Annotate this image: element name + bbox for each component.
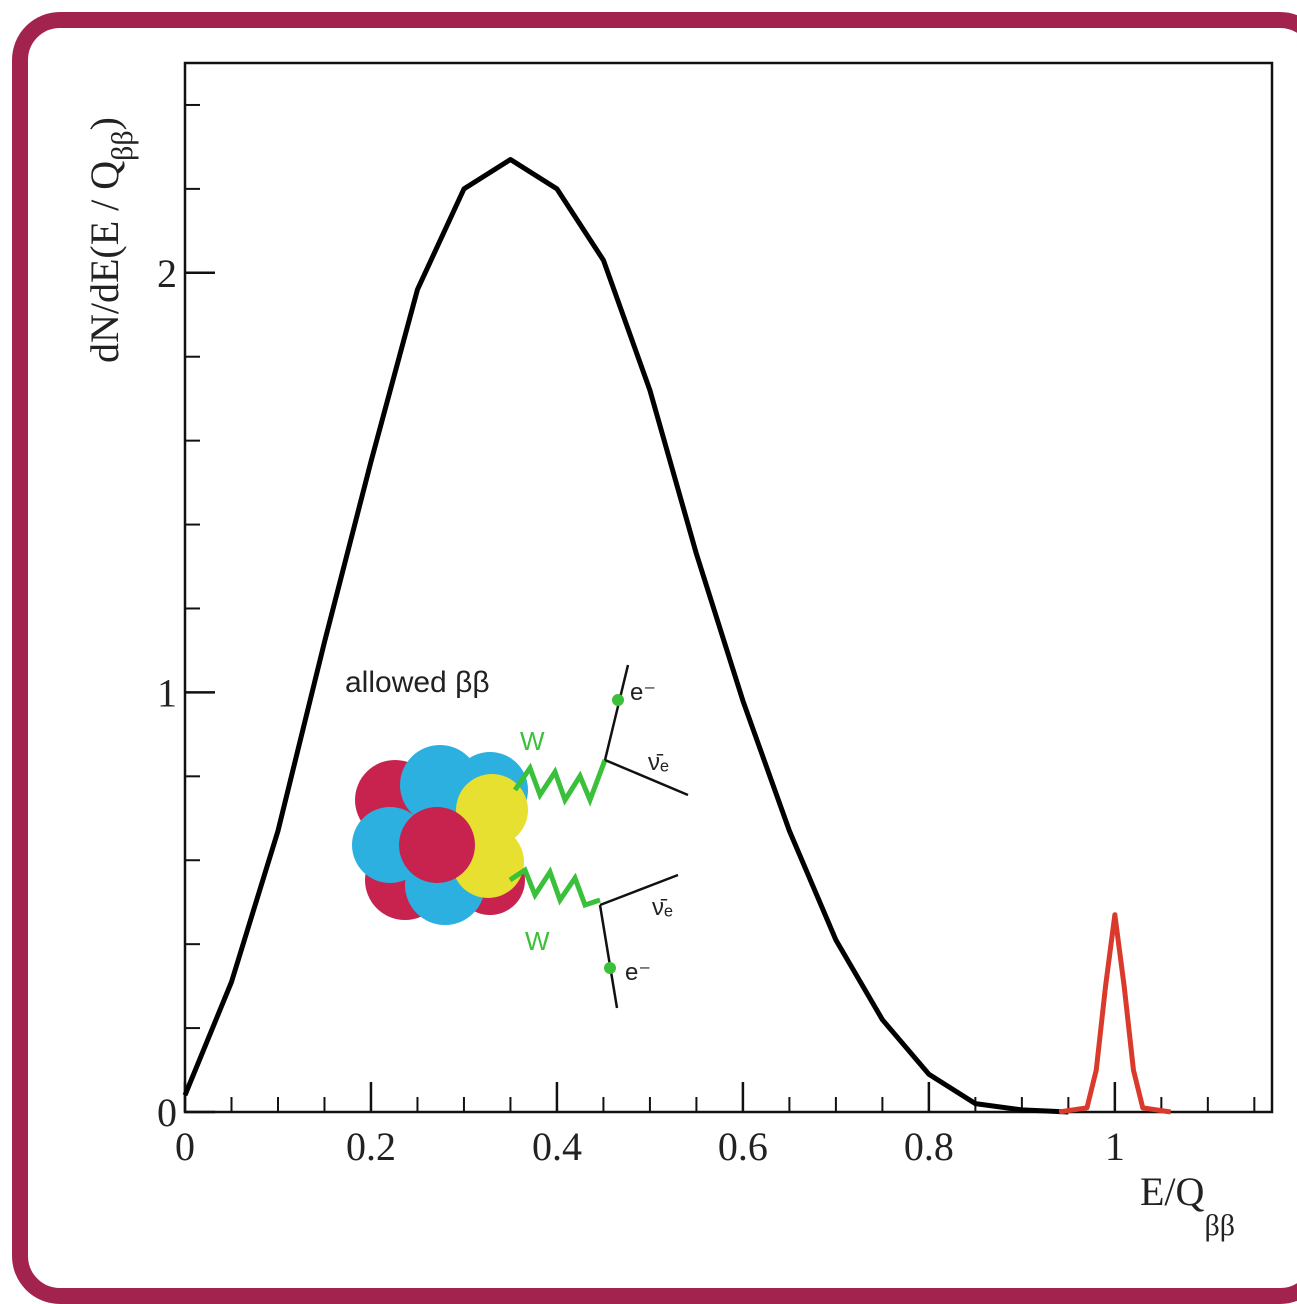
- w-boson: [508, 866, 601, 909]
- arrow: [599, 873, 679, 907]
- frame: [12, 12, 1297, 1304]
- electron-dot: [604, 962, 616, 974]
- x-tick-label: 0.6: [718, 1124, 768, 1169]
- arrow: [603, 664, 630, 761]
- arrow: [604, 758, 689, 797]
- w-label: W: [520, 726, 545, 756]
- x-label-text: E/Q: [1140, 1169, 1205, 1214]
- arrow: [598, 904, 619, 1009]
- y-tick-label: 1: [157, 670, 177, 715]
- series-line: [182, 157, 1069, 1115]
- neutrino-label: ν̄ₑ: [652, 894, 673, 921]
- x-axis-label: E/Qββ: [1140, 1169, 1235, 1242]
- w-label: W: [525, 926, 550, 956]
- y-label-sub: ββ: [106, 130, 139, 161]
- x-label-sub: ββ: [1204, 1209, 1235, 1242]
- neutrino-label: ν̄ₑ: [648, 749, 669, 776]
- series-line: [1058, 912, 1172, 1115]
- x-tick-label: 0: [175, 1124, 195, 1169]
- nucleon: [456, 774, 528, 846]
- electron-dot: [612, 694, 624, 706]
- electron-label: e⁻: [625, 959, 651, 986]
- y-tick-label: 0: [157, 1090, 177, 1135]
- y-label-text: ): [82, 117, 127, 130]
- y-tick-label: 2: [157, 251, 177, 296]
- inset: allowed ββ W W e⁻ e⁻ ν̄ₑ ν̄ₑ: [345, 664, 689, 1009]
- y-label-text: dN/dE(E / Q: [82, 161, 127, 363]
- x-tick-label: 1: [1105, 1124, 1125, 1169]
- x-tick-label: 0.4: [532, 1124, 582, 1169]
- w-boson: [512, 759, 608, 807]
- plot-frame: [183, 61, 1274, 1114]
- nucleon: [399, 807, 475, 883]
- x-tick-label: 0.8: [904, 1124, 954, 1169]
- inset-title: allowed ββ: [345, 666, 490, 699]
- electron-label: e⁻: [630, 679, 656, 706]
- y-axis-label: dN/dE(E / Qββ): [82, 117, 139, 363]
- x-tick-label: 0.2: [346, 1124, 396, 1169]
